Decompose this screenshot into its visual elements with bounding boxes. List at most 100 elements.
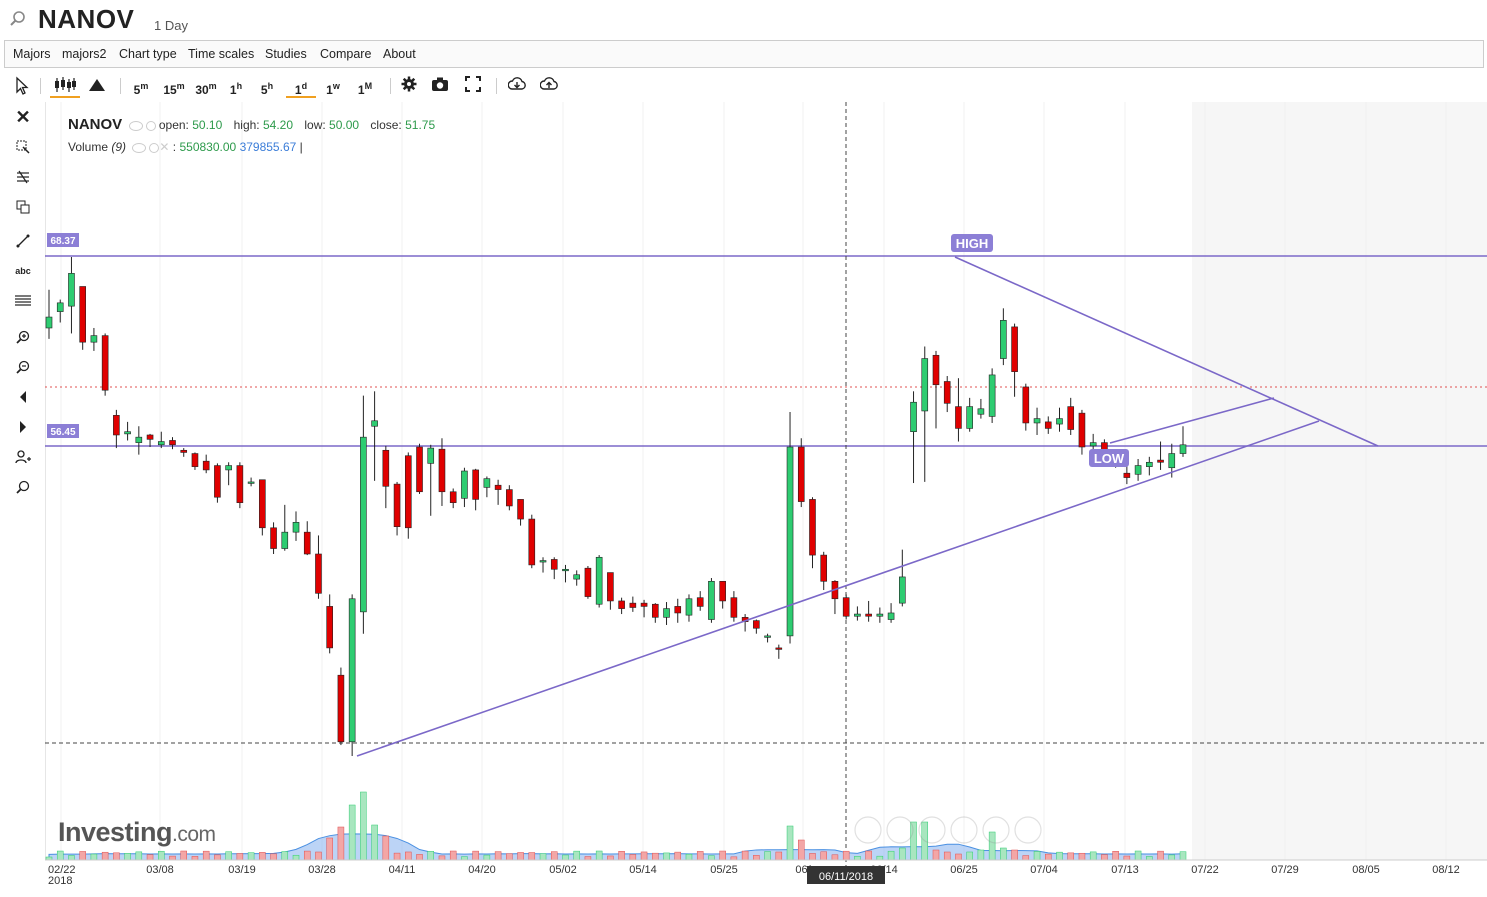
volume-bar [595,850,603,861]
candlestick-type-icon[interactable] [50,76,80,98]
volume-bar [562,854,569,861]
volume-bar [764,851,771,861]
timescale-5h[interactable]: 5h [260,81,274,97]
volume-bar [494,851,502,861]
fullscreen-icon[interactable] [462,76,484,96]
crosshair-icon[interactable] [12,166,34,188]
candle [146,433,154,447]
price-legend: NANOV open: 50.10 high: 54.20 low: 50.00… [68,116,435,133]
magnet-icon[interactable] [12,476,34,498]
candle [640,599,648,618]
candle [1011,323,1018,397]
candle [90,327,98,351]
candle [899,549,906,607]
candle [1078,409,1086,455]
volume-bar [708,855,715,861]
chart-header: NANOV 1 Day [0,0,1487,40]
candle [719,580,726,609]
cursor-icon[interactable] [14,76,30,96]
menu-majors2[interactable]: majors2 [62,47,107,61]
candle [169,437,176,450]
menu-time-scales[interactable]: Time scales [188,47,255,61]
volume-bar [506,853,513,861]
timescale-1w[interactable]: 1w [326,81,340,97]
timescale-5m[interactable]: 5m [133,81,149,97]
eye-icon[interactable] [128,120,143,131]
chart-area[interactable]: HIGH LOW 68.37 56.45 02/22 03/08 03/19 03/2… [45,102,1487,897]
close-icon[interactable]: ✕ [15,106,31,127]
menu-studies[interactable]: Studies [265,47,307,61]
zoom-out-icon[interactable] [12,356,34,378]
candle [337,667,345,746]
candle [202,454,210,474]
candle [45,289,53,339]
timescale-1M[interactable]: 1M [357,81,373,97]
volume-bar [1033,851,1041,861]
symbol-title[interactable]: NANOV [38,4,135,34]
timescale-30m[interactable]: 30m [195,81,217,97]
volume-bar [416,854,423,861]
copy-icon[interactable] [12,196,34,218]
x-tick-label: 03/28 [308,864,336,876]
candle [977,398,985,419]
candle [932,350,940,429]
settings-icon[interactable] [145,120,156,131]
candle [1044,416,1052,434]
download-cloud-icon[interactable] [506,76,528,96]
candle [135,426,143,455]
timescale-1h[interactable]: 1h [229,81,243,97]
candle [1123,466,1131,485]
price-chart[interactable]: HIGH LOW 68.37 56.45 02/22 03/08 03/19 03/2… [45,102,1487,897]
candle [1000,308,1007,366]
menu-chart-type[interactable]: Chart type [119,47,177,61]
candle [1146,456,1153,476]
mountain-type-icon[interactable] [86,76,108,96]
low-label: LOW [1094,451,1125,466]
volume-bar [191,856,199,861]
volume-bar [607,855,614,861]
scroll-right-icon[interactable] [12,416,34,438]
line-tool-icon[interactable] [12,230,34,252]
gear-icon[interactable] [398,76,420,96]
x-axis: 02/22 03/08 03/19 03/28 04/11 04/20 05/02 05/14… [48,864,1460,887]
menu-about[interactable]: About [383,47,416,61]
timescale-15m[interactable]: 15m [163,81,185,97]
select-zoom-icon[interactable] [12,136,34,158]
candle [449,488,457,509]
candle [1056,407,1063,432]
x-tick-label: 08/12 [1432,864,1460,876]
camera-icon[interactable] [429,76,451,96]
upload-cloud-icon[interactable] [538,76,560,96]
candle [113,409,120,449]
volume-bar [831,854,839,861]
candle [550,557,558,580]
volume-bar [382,835,390,861]
zoom-in-icon[interactable] [12,326,34,348]
fib-tool-icon[interactable] [12,290,34,312]
volume-bar [337,826,345,861]
settings-icon[interactable] [149,142,160,153]
candle [562,564,569,583]
legend-symbol[interactable]: NANOV [68,116,123,133]
candle [1067,397,1075,435]
search-icon[interactable] [9,10,27,28]
candle [595,555,603,608]
menu-compare[interactable]: Compare [320,47,372,61]
scroll-left-icon[interactable] [12,386,34,408]
text-tool-icon[interactable]: abc [15,266,31,276]
menu-majors[interactable]: Majors [13,47,51,61]
timescale-1d[interactable]: 1d [286,76,316,98]
volume-label[interactable]: Volume [68,140,109,154]
eye-icon[interactable] [132,142,147,153]
user-add-icon[interactable] [12,446,34,468]
volume-bar [281,851,289,861]
candle [943,376,951,413]
candle [809,497,816,569]
volume-bar [101,851,109,861]
candle [360,395,367,634]
volume-bar [1067,852,1074,861]
candle [281,504,289,551]
close-icon[interactable]: ✕ [159,140,170,154]
volume-legend: Volume (9) ✕ : 550830.00 379855.67 | [68,140,303,154]
candle [292,511,300,541]
